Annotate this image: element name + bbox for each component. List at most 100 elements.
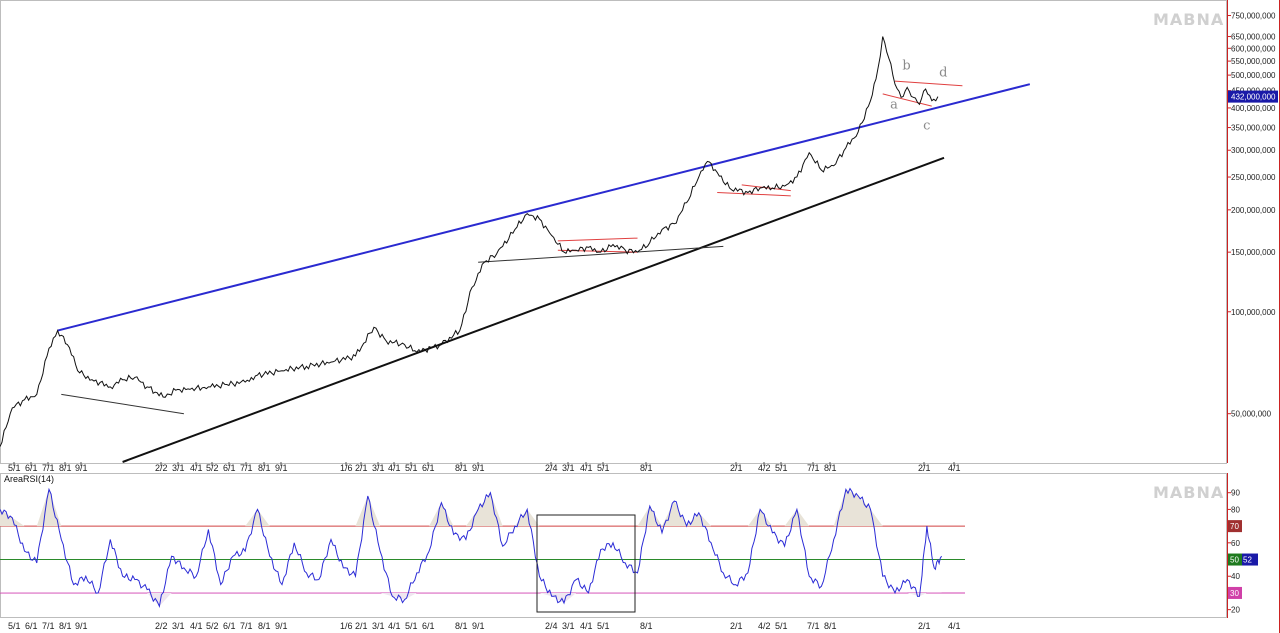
rsi-x-tick-label: 3/1 [562, 621, 575, 631]
price-x-tick-label: 7/1 [807, 463, 820, 473]
price-x-tick-label: 4/1 [580, 463, 593, 473]
wave-label-c: c [923, 119, 930, 134]
price-x-tick-label: 7/1 [42, 463, 55, 473]
rsi-level-badge-label: 70 [1230, 522, 1239, 531]
price-x-axis: 5/1 6/1 7/1 8/1 9/1 2/2 3/1 4/1 5/2 6/1 7/1 8/1 9/1 1… [8, 462, 961, 473]
price-x-tick-label: 2/2 [155, 463, 168, 473]
rsi-x-tick-label: 4/1 [190, 621, 203, 631]
price-x-tick-label: 9/1 [275, 463, 288, 473]
watermark-bottom: MABNA [1153, 483, 1224, 502]
rsi-x-tick-label: 5/1 [775, 621, 788, 631]
rsi-level-badge [1228, 586, 1242, 599]
price-y-tick-label: 750,000,000 [1231, 11, 1276, 20]
rsi-level-badge-label: 30 [1230, 589, 1239, 598]
rsi-x-tick-label: 8/1 [59, 621, 72, 631]
price-panel-frame [0, 0, 1227, 464]
price-x-tick-label: 8/1 [640, 463, 653, 473]
price-series [0, 36, 939, 447]
price-x-tick-label: 2/1 [918, 463, 931, 473]
rsi-y-tick-label: 80 [1231, 505, 1240, 514]
flag-2-bottom [717, 192, 791, 197]
price-y-tick-label: 600,000,000 [1231, 44, 1276, 53]
price-x-tick-label: 3/1 [562, 463, 575, 473]
rsi-y-tick-label: 60 [1231, 539, 1240, 548]
rsi-x-tick-label: 4/1 [388, 621, 401, 631]
price-x-tick-label: 2/1 [355, 463, 368, 473]
wave-label-a: a [890, 98, 898, 113]
price-x-tick-label: 9/1 [75, 463, 88, 473]
black-trend-line [122, 156, 945, 463]
rsi-x-tick-label: 1/6 [340, 621, 353, 631]
rsi-x-tick-label: 3/1 [372, 621, 385, 631]
rsi-x-tick-label: 5/2 [206, 621, 219, 631]
blue-channel-line [57, 83, 1031, 332]
rsi-x-tick-label: 2/2 [155, 621, 168, 631]
rsi-highlight-box [536, 514, 636, 613]
rsi-x-axis: 5/1 6/1 7/1 8/1 9/1 2/2 3/1 4/1 5/2 6/1 7/1 8/1 9/1 1… [8, 621, 961, 631]
triangle-bottom [882, 93, 932, 107]
rsi-x-tick-label: 5/1 [597, 621, 610, 631]
price-y-tick-label: 400,000,000 [1231, 104, 1276, 113]
rsi-y-tick-label: 40 [1231, 572, 1240, 581]
price-y-tick-label: 350,000,000 [1231, 124, 1276, 133]
price-y-tick-label: 300,000,000 [1231, 146, 1276, 155]
wave-labels: a b c d [890, 58, 947, 133]
rsi-overbought-area [0, 489, 942, 527]
rsi-x-tick-label: 5/1 [8, 621, 21, 631]
price-x-tick-label: 2/4 [545, 463, 558, 473]
wave-label-d: d [939, 66, 947, 81]
price-x-tick-label: 3/1 [372, 463, 385, 473]
last-price-badge-label: 432,000,000 [1231, 93, 1276, 102]
rsi-x-tick-label: 8/1 [824, 621, 837, 631]
price-y-tick-label: 250,000,000 [1231, 173, 1276, 182]
rsi-x-tick-label: 2/1 [918, 621, 931, 631]
price-x-tick-label: 4/1 [190, 463, 203, 473]
price-x-tick-label: 4/1 [388, 463, 401, 473]
rsi-y-tick-label: 90 [1231, 489, 1240, 498]
rsi-x-tick-label: 6/1 [422, 621, 435, 631]
price-x-tick-label: 3/1 [172, 463, 185, 473]
price-x-tick-label: 7/1 [240, 463, 253, 473]
price-y-tick-label: 500,000,000 [1231, 71, 1276, 80]
price-x-tick-label: 8/1 [59, 463, 72, 473]
price-x-tick-label: 6/1 [223, 463, 236, 473]
price-x-tick-label: 6/1 [25, 463, 38, 473]
rsi-x-tick-label: 4/1 [948, 621, 961, 631]
watermark-top: MABNA [1153, 10, 1224, 29]
rsi-x-tick-label: 3/1 [172, 621, 185, 631]
price-y-axis: 750,000,000 650,000,000 600,000,000 550,000… [1227, 11, 1276, 419]
rsi-x-tick-label: 2/1 [355, 621, 368, 631]
indicator-label: AreaRSI(14) [4, 474, 54, 484]
rsi-series [0, 487, 943, 608]
price-x-tick-label: 8/1 [258, 463, 271, 473]
support-line-2 [478, 245, 724, 263]
rsi-x-tick-label: 6/1 [223, 621, 236, 631]
rsi-last-badge-label: 52 [1243, 556, 1252, 565]
price-x-tick-label: 2/1 [730, 463, 743, 473]
flag-2-top [741, 184, 791, 192]
price-x-tick-label: 5/1 [597, 463, 610, 473]
price-x-tick-label: 5/1 [8, 463, 21, 473]
price-x-tick-label: 9/1 [472, 463, 485, 473]
rsi-x-tick-label: 4/1 [580, 621, 593, 631]
price-y-tick-label: 50,000,000 [1231, 410, 1272, 419]
triangle-top [894, 80, 963, 87]
price-x-tick-label: 8/1 [824, 463, 837, 473]
rsi-levels [0, 525, 965, 594]
flag-1-top [557, 237, 638, 242]
rsi-x-tick-label: 7/1 [240, 621, 253, 631]
price-x-tick-label: 5/2 [206, 463, 219, 473]
rsi-oversold-area [0, 592, 942, 607]
price-y-tick-label: 200,000,000 [1231, 206, 1276, 215]
rsi-x-tick-label: 9/1 [472, 621, 485, 631]
rsi-line [0, 487, 943, 608]
rsi-x-tick-label: 9/1 [75, 621, 88, 631]
rsi-x-tick-label: 7/1 [807, 621, 820, 631]
rsi-x-tick-label: 5/1 [405, 621, 418, 631]
rsi-x-tick-label: 2/4 [545, 621, 558, 631]
annotations [57, 80, 1031, 463]
price-line [0, 36, 939, 447]
price-x-tick-label: 5/1 [775, 463, 788, 473]
rsi-x-tick-label: 2/1 [730, 621, 743, 631]
